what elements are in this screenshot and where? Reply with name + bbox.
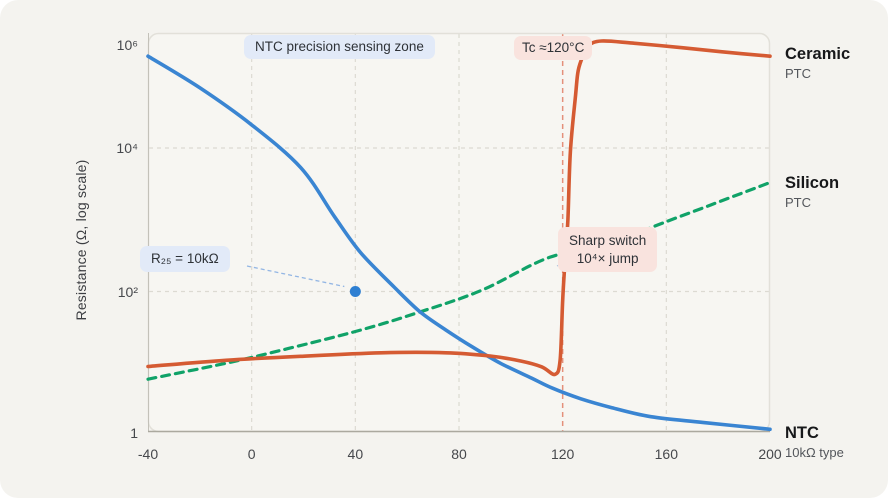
x-tick-200: 200 (758, 446, 782, 462)
tc-temperature-label: Tc ≈120°C (514, 36, 593, 60)
ceramic-name: Ceramic (785, 45, 851, 63)
ntc-name: NTC (785, 424, 819, 442)
y-tick-1e6: 10⁶ (116, 37, 138, 53)
x-tick-neg40: -40 (137, 446, 159, 462)
x-tick-0: 0 (247, 446, 256, 462)
r25-marker-dot (349, 286, 361, 297)
ntc-type: 10kΩ type (785, 445, 844, 461)
r25-leader-line (246, 265, 345, 288)
ceramic-curve-label: Ceramic PTC (785, 45, 850, 81)
y-tick-1e4: 10⁴ (116, 140, 138, 156)
y-axis-title: Resistance (Ω, log scale) (73, 159, 89, 321)
x-tick-160: 160 (654, 446, 679, 462)
silicon-name: Silicon (785, 174, 840, 192)
r25-annotation: R₂₅ = 10kΩ (140, 246, 230, 272)
x-tick-40: 40 (347, 446, 364, 462)
silicon-curve-label: Silicon PTC (785, 174, 839, 210)
x-tick-120: 120 (550, 446, 575, 462)
ntc-curve (146, 54, 772, 432)
ntc-zone-banner: NTC precision sensing zone (244, 35, 435, 59)
sharp-switch-annotation: Sharp switch 10⁴× jump (558, 227, 658, 273)
ntc-curve-label: NTC 10kΩ type (785, 424, 844, 460)
ceramic-type: PTC (785, 66, 811, 82)
sharp-switch-line2: 10⁴× jump (576, 250, 639, 266)
silicon-type: PTC (785, 195, 811, 211)
sharp-switch-line1: Sharp switch (569, 233, 647, 248)
y-tick-1: 1 (130, 425, 138, 441)
plot-background (148, 33, 770, 432)
silicon-curve (146, 180, 772, 381)
x-tick-80: 80 (451, 446, 467, 462)
y-tick-1e2: 10² (117, 284, 138, 300)
